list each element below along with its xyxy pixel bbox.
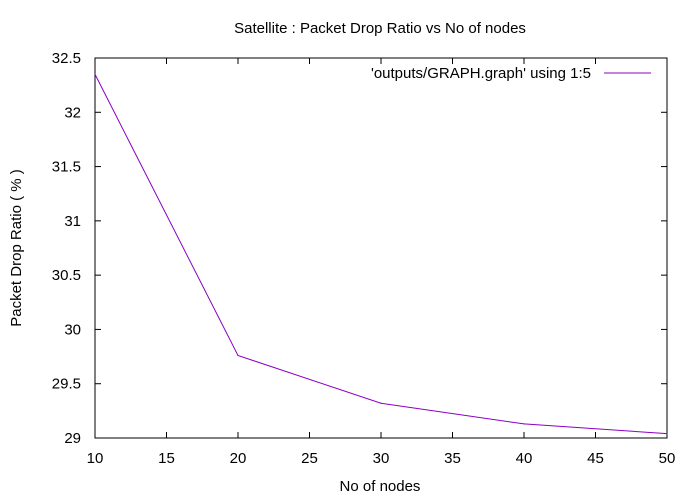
x-tick-label: 20 <box>230 450 247 467</box>
x-tick-label: 25 <box>301 450 318 467</box>
y-axis-label: Packet Drop Ratio ( % ) <box>8 169 25 327</box>
x-tick-label: 45 <box>587 450 604 467</box>
x-axis-label: No of nodes <box>340 478 421 495</box>
y-tick-label: 31 <box>64 213 81 230</box>
x-tick-label: 10 <box>87 450 104 467</box>
chart-title: Satellite : Packet Drop Ratio vs No of n… <box>234 20 526 37</box>
x-tick-label: 40 <box>516 450 533 467</box>
y-tick-label: 30 <box>64 321 81 338</box>
x-tick-label: 35 <box>444 450 461 467</box>
series-layer <box>94 73 668 435</box>
y-tick-label: 29 <box>64 430 81 447</box>
x-tick-label: 30 <box>373 450 390 467</box>
y-tick-label: 32 <box>64 104 81 121</box>
legend: 'outputs/GRAPH.graph' using 1:5 <box>371 65 651 82</box>
legend-label: 'outputs/GRAPH.graph' using 1:5 <box>371 65 591 82</box>
x-tick-label: 15 <box>158 450 175 467</box>
y-tick-label: 32.5 <box>52 50 81 67</box>
series-line <box>94 74 668 435</box>
x-tick-label: 50 <box>659 450 676 467</box>
data-point <box>666 433 668 435</box>
data-point <box>94 73 96 75</box>
data-point <box>380 402 382 404</box>
y-tick-label: 31.5 <box>52 159 81 176</box>
y-tick-label: 30.5 <box>52 267 81 284</box>
data-point <box>523 423 525 425</box>
axis-ticks: 10 15 20 25 30 35 40 45 50 29 29.5 30 30.5 31 31.5 32 32… <box>52 50 676 467</box>
plot-frame <box>94 57 668 439</box>
y-tick-label: 29.5 <box>52 376 81 393</box>
data-point <box>237 354 239 357</box>
